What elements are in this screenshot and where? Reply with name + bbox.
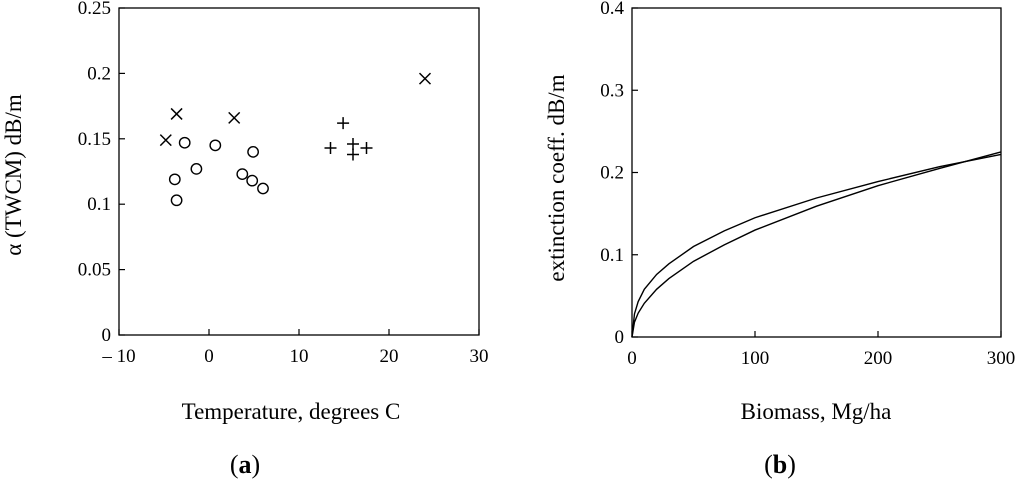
circle-marker [247, 145, 260, 158]
circle-marker [236, 168, 249, 181]
x-tick-label: 100 [741, 348, 770, 369]
plus-marker [324, 141, 337, 154]
panel-a-label: (a) [230, 450, 260, 479]
panel-b-plot-frame [631, 7, 1002, 338]
circle-marker [257, 182, 269, 195]
y-tick-label: 0.25 [78, 0, 111, 19]
plus-marker [347, 148, 359, 161]
panel-a-x-ticks: – 10 0 10 20 30 [101, 329, 489, 367]
panel-b: 0 0.1 0.2 0.3 0.4 0 100 200 300 extinction coef… [544, 0, 1015, 479]
series-line-2 [631, 153, 1002, 338]
y-tick-label: 0.4 [600, 0, 624, 19]
x-tick-label: 20 [380, 346, 399, 367]
x-marker [170, 107, 183, 120]
y-tick-label: 0.15 [78, 129, 111, 150]
circle-marker [209, 139, 222, 152]
panel-a-markers [159, 72, 432, 207]
y-tick-label: 0.2 [600, 163, 624, 184]
x-tick-label: 0 [627, 348, 637, 369]
circle-marker [170, 194, 183, 207]
x-marker [228, 111, 241, 124]
y-tick-label: 0 [615, 327, 625, 348]
panel-a-y-ticks: 0 0.05 0.1 0.15 0.2 0.25 [78, 0, 125, 346]
circle-marker [178, 136, 191, 149]
x-tick-label: 200 [864, 348, 893, 369]
panel-b-lines [631, 151, 1002, 338]
y-tick-label: 0.3 [600, 80, 624, 101]
x-tick-label: 30 [470, 346, 489, 367]
x-tick-label: 10 [290, 346, 309, 367]
circle-marker [168, 173, 181, 186]
x-marker [159, 134, 172, 147]
panel-a-x-axis-label: Temperature, degrees C [182, 399, 401, 424]
plus-marker [337, 117, 350, 130]
circle-marker [190, 162, 203, 175]
y-tick-label: 0 [102, 325, 112, 346]
plus-marker [360, 141, 373, 154]
circle-marker [246, 174, 259, 187]
x-tick-label: 0 [204, 346, 214, 367]
panel-a-y-axis-label: α (TWCM) dB/m [1, 94, 26, 256]
series-line-1 [631, 151, 1002, 338]
x-tick-label: – 10 [101, 346, 135, 367]
x-tick-label: 300 [987, 348, 1016, 369]
panel-a-plot-frame [118, 7, 480, 336]
panel-b-x-axis-label: Biomass, Mg/ha [741, 399, 892, 424]
panel-a: 00.050.10.150.20.25 – 10 0 10 20 30 α (TWCM)… [1, 0, 489, 479]
y-tick-label: 0.1 [600, 245, 624, 266]
y-tick-label: 0.1 [87, 194, 111, 215]
y-tick-label: 0.2 [87, 63, 111, 84]
panel-b-x-ticks: 0 100 200 300 [627, 331, 1015, 369]
panel-b-y-axis-label: extinction coeff. dB/m [544, 74, 569, 281]
y-tick-label: 0.05 [78, 260, 111, 281]
plus-marker [347, 138, 359, 151]
x-marker [418, 72, 432, 85]
panel-b-label: (b) [764, 450, 796, 479]
panel-b-y-ticks: 0 0.1 0.2 0.3 0.4 [600, 0, 638, 348]
